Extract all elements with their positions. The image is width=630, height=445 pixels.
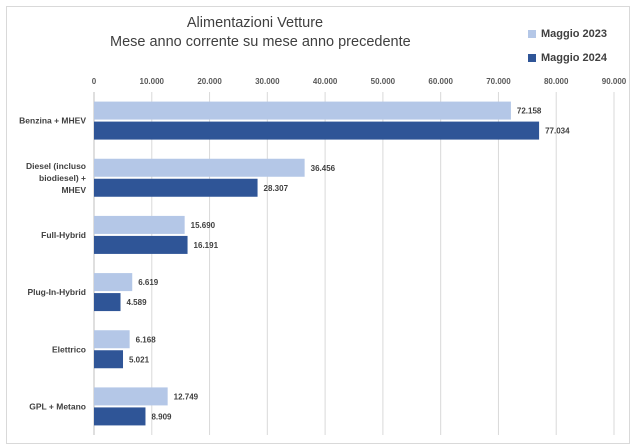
data-label-maggio-2024-diesel-incluso-biodiesel-mhev: 28.307 [264, 184, 289, 193]
legend-label-maggio-2024: Maggio 2024 [541, 52, 608, 64]
category-label-elettrico: Elettrico [52, 344, 86, 354]
data-label-maggio-2023-plug-in-hybrid: 6.619 [138, 278, 159, 287]
category-label-full-hybrid: Full-Hybrid [41, 230, 86, 240]
bar-maggio-2024-plug-in-hybrid [94, 293, 121, 312]
bar-maggio-2024-full-hybrid [94, 235, 188, 254]
legend-swatch-maggio-2023 [528, 30, 536, 38]
category-label-plug-in-hybrid: Plug-In-Hybrid [27, 287, 86, 297]
x-tick-label-8: 80.000 [544, 77, 569, 86]
bar-maggio-2024-diesel-incluso-biodiesel-mhev [94, 178, 258, 197]
category-label-diesel-incluso-biodiesel-mhev-line-0: Diesel (incluso [26, 161, 86, 171]
data-label-maggio-2024-full-hybrid: 16.191 [194, 241, 219, 250]
bar-maggio-2023-gpl-metano [94, 387, 168, 406]
category-label-gpl-metano: GPL + Metano [29, 401, 86, 411]
x-tick-label-5: 50.000 [371, 77, 396, 86]
x-tick-label-4: 40.000 [313, 77, 338, 86]
x-tick-label-7: 70.000 [486, 77, 511, 86]
category-label-diesel-incluso-biodiesel-mhev-line-2: MHEV [61, 185, 86, 195]
legend-item-maggio-2024: Maggio 2024 [528, 46, 607, 70]
data-label-maggio-2023-gpl-metano: 12.749 [174, 392, 199, 401]
legend-label-maggio-2023: Maggio 2023 [541, 28, 608, 40]
chart-title: Alimentazioni Vetture [186, 15, 324, 31]
category-label-benzina-mhev: Benzina + MHEV [19, 116, 86, 126]
category-label-diesel-incluso-biodiesel-mhev-line-1: biodiesel) + [39, 173, 86, 183]
bar-maggio-2023-diesel-incluso-biodiesel-mhev [94, 158, 305, 177]
bar-maggio-2023-full-hybrid [94, 215, 185, 234]
data-label-maggio-2023-diesel-incluso-biodiesel-mhev: 36.456 [311, 164, 336, 173]
bar-maggio-2023-elettrico [94, 330, 130, 349]
chart-subtitle: Mese anno corrente su mese anno preceden… [110, 34, 411, 50]
bar-maggio-2023-plug-in-hybrid [94, 273, 133, 292]
data-label-maggio-2023-benzina-mhev: 72.158 [517, 107, 542, 116]
data-label-maggio-2024-benzina-mhev: 77.034 [545, 127, 570, 136]
data-label-maggio-2024-elettrico: 5.021 [129, 355, 150, 364]
x-tick-label-0: 0 [92, 77, 97, 86]
bar-maggio-2024-elettrico [94, 350, 124, 369]
legend-swatch-maggio-2024 [528, 54, 536, 62]
x-tick-label-1: 10.000 [140, 77, 165, 86]
bar-maggio-2023-benzina-mhev [94, 101, 511, 120]
chart-legend: Maggio 2023 Maggio 2024 [528, 22, 607, 70]
bar-maggio-2024-benzina-mhev [94, 121, 540, 140]
data-label-maggio-2023-full-hybrid: 15.690 [191, 221, 216, 230]
legend-item-maggio-2023: Maggio 2023 [528, 22, 607, 46]
chart-title-block: Alimentazioni Vetture Mese anno corrente… [110, 14, 411, 52]
x-tick-label-6: 60.000 [428, 77, 453, 86]
x-tick-label-2: 20.000 [197, 77, 222, 86]
x-tick-label-9: 90.000 [602, 77, 627, 86]
data-label-maggio-2024-plug-in-hybrid: 4.589 [127, 298, 148, 307]
x-tick-label-3: 30.000 [255, 77, 280, 86]
data-label-maggio-2024-gpl-metano: 8.909 [151, 412, 172, 421]
bar-maggio-2024-gpl-metano [94, 407, 146, 426]
data-label-maggio-2023-elettrico: 6.168 [136, 335, 157, 344]
